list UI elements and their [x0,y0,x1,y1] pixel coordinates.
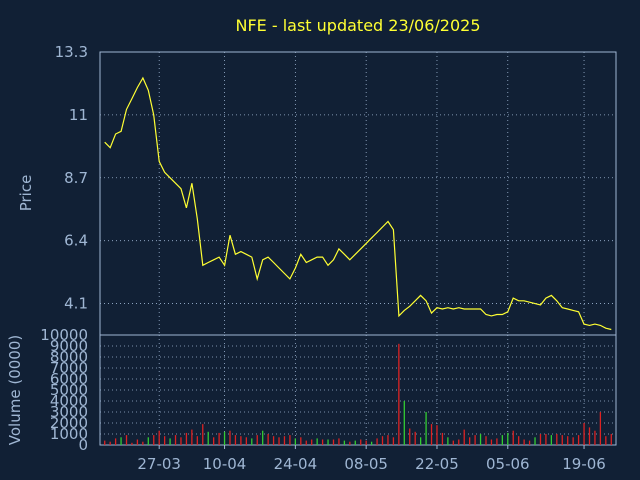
volume-y-ticks: 0100020003000400050006000700080009000100… [40,326,88,454]
chart-title: NFE - last updated 23/06/2025 [235,16,480,35]
price-tick-label: 4.1 [64,295,88,313]
volume-tick-label: 6000 [50,370,88,388]
price-tick-label: 6.4 [64,232,88,250]
x-tick-label: 10-04 [203,455,247,473]
volume-tick-label: 3000 [50,403,88,421]
x-tick-label: 19-06 [562,455,606,473]
volume-axis-label: Volume (0000) [6,335,24,445]
price-tick-label: 8.7 [64,169,88,187]
volume-tick-label: 2000 [50,414,88,432]
volume-panel: 0100020003000400050006000700080009000100… [6,326,617,473]
volume-tick-label: 8000 [50,348,88,366]
volume-grid [100,335,616,445]
volume-tick-label: 7000 [50,359,88,377]
price-frame [99,51,617,336]
volume-tick-label: 4000 [50,392,88,410]
price-series-line [104,76,612,331]
x-tick-label: 22-05 [415,455,459,473]
price-tick-label: 11 [69,106,88,124]
price-axis-label: Price [17,175,35,212]
volume-frame [99,334,617,446]
price-y-ticks: 4.1 6.4 8.7 11 13.3 [55,43,88,313]
volume-tick-label: 1000 [50,425,88,443]
price-grid [100,51,616,335]
x-tick-label: 05-06 [486,455,530,473]
volume-bars [104,343,612,445]
date-x-ticks: 27-03 10-04 24-04 08-05 22-05 05-06 19-06 [137,445,606,473]
volume-tick-label: 10000 [40,326,88,344]
volume-tick-label: 0 [78,436,88,454]
price-tick-label: 13.3 [55,43,88,61]
volume-tick-label: 5000 [50,381,88,399]
x-tick-label: 08-05 [344,455,388,473]
x-tick-label: 24-04 [274,455,318,473]
price-panel: 4.1 6.4 8.7 11 13.3 Price [17,43,617,336]
volume-tick-label: 9000 [50,337,88,355]
x-tick-label: 27-03 [137,455,181,473]
